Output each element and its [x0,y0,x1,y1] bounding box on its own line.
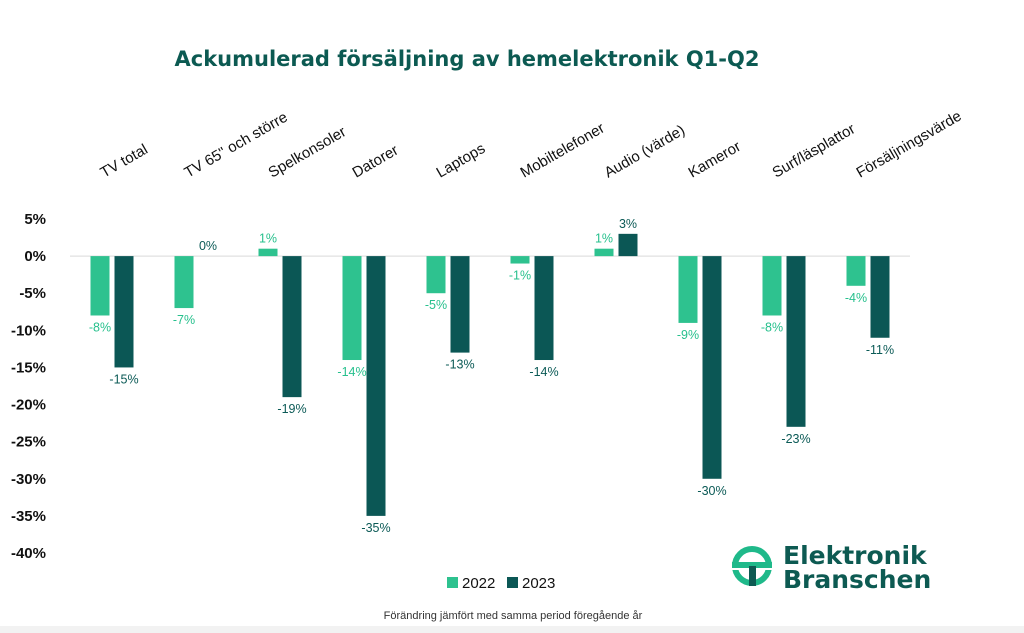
bar-2022-0 [90,256,110,316]
data-label-2022-2: 1% [259,232,277,246]
bar-2022-1 [174,256,194,309]
elektronikbranschen-logo: Elektronik Branschen [730,541,931,594]
category-label-9: Försäljningsvärde [854,108,965,182]
category-label-8: Surf/läsplattor [770,120,859,181]
bottom-strip [0,626,1024,633]
bar-2022-3 [342,256,362,361]
data-label-2023-7: -30% [697,484,726,498]
y-tick-label: -15% [11,359,46,376]
bar-2023-2 [282,256,302,398]
y-tick-label: -35% [11,508,46,525]
legend-swatch-2022 [447,577,458,588]
data-label-2023-5: -14% [529,365,558,379]
category-label-5: Mobiltelefoner [518,120,608,182]
data-label-2022-4: -5% [425,298,447,312]
data-label-2023-9: -11% [866,343,894,357]
logo-mark-icon [730,546,774,586]
category-label-4: Laptops [434,140,489,181]
logo-text-line2: Branschen [783,565,931,594]
y-tick-label: -30% [11,471,46,488]
logo-text-line1: Elektronik [783,541,928,570]
bar-2022-2 [258,248,278,257]
category-label-0: TV total [98,141,151,182]
data-label-2022-0: -8% [89,320,111,334]
data-label-2023-8: -23% [781,432,810,446]
category-label-7: Kameror [686,138,744,181]
bar-2023-5 [534,256,554,361]
data-label-2023-3: -35% [361,521,390,535]
data-label-2022-7: -9% [677,328,699,342]
data-label-2022-8: -8% [761,320,783,334]
data-label-2023-6: 3% [619,217,637,231]
value-labels: -8% -15% -7% 0% 1% -19% -14% -35% -5% -13% -1% -14%… [89,217,894,535]
data-label-2022-6: 1% [595,232,613,246]
bar-2022-5 [510,256,530,264]
bar-2023-4 [450,256,470,353]
bar-2022-4 [426,256,446,294]
bar-2023-0 [114,256,134,368]
bar-2023-8 [786,256,806,427]
data-label-2023-2: -19% [277,402,306,416]
data-label-2022-1: -7% [173,313,195,327]
footnote: Förändring jämfört med samma period före… [384,610,643,622]
bar-2022-8 [762,256,782,316]
chart-title: Ackumulerad försäljning av hemelektronik… [175,47,760,71]
y-tick-label: -25% [11,434,46,451]
y-tick-label: -5% [19,285,46,302]
data-label-2022-3: -14% [337,365,366,379]
legend-label-2022: 2022 [462,575,495,592]
bar-2023-3 [366,256,386,516]
data-label-2022-5: -1% [509,269,531,283]
y-tick-label: -10% [11,322,46,339]
category-label-3: Datorer [350,142,402,182]
bar-2023-6 [618,233,638,257]
data-label-2023-0: -15% [109,372,138,386]
legend: 2022 2023 [447,575,555,592]
legend-swatch-2023 [507,577,518,588]
data-label-2023-1: 0% [199,239,217,253]
category-label-6: Audio (värde) [602,122,688,182]
y-tick-label: -40% [11,545,46,562]
y-tick-label: 5% [24,211,46,228]
bar-2022-9 [846,256,866,286]
data-label-2022-9: -4% [845,291,867,305]
category-label-2: Spelkonsoler [266,123,350,181]
bar-2022-6 [594,248,614,257]
bar-2023-7 [702,256,722,479]
y-axis: 5% 0% -5% -10% -15% -20% -25% -30% -35% -40% [11,211,46,562]
legend-label-2023: 2023 [522,575,555,592]
y-tick-label: 0% [24,248,46,265]
y-tick-label: -20% [11,397,46,414]
bar-2022-7 [678,256,698,323]
bar-2023-9 [870,256,890,338]
bars [90,233,890,516]
data-label-2023-4: -13% [445,358,474,372]
